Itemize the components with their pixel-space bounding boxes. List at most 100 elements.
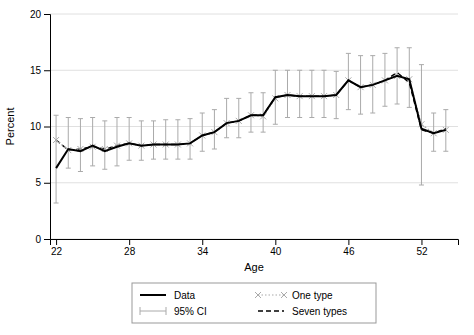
error-bar-cap <box>200 113 205 114</box>
error-bar-stem <box>165 120 166 159</box>
error-bar <box>200 113 205 151</box>
legend-item: Data <box>140 290 196 301</box>
error-bar-cap <box>102 120 107 121</box>
error-bar <box>175 120 180 159</box>
error-bar <box>90 118 95 166</box>
error-bar <box>236 98 241 137</box>
y-tick-mark <box>44 127 50 128</box>
y-tick-label: 0 <box>35 234 41 245</box>
x-tick-mark <box>275 239 276 245</box>
error-bar <box>151 121 156 159</box>
x-tick: 46 <box>343 239 355 257</box>
error-bar-cap <box>224 98 229 99</box>
error-bar-cap <box>285 117 290 118</box>
error-bar-cap <box>54 203 59 204</box>
error-bar <box>78 119 83 172</box>
error-bar <box>322 70 327 117</box>
error-bar-cap <box>382 106 387 107</box>
legend-swatch <box>258 294 284 295</box>
plot: 22283440465205101520AgePercentData95% CI… <box>4 9 459 323</box>
error-bar-stem <box>202 113 203 151</box>
error-bar-stem <box>129 118 130 161</box>
legend-swatch <box>140 307 141 315</box>
error-bar <box>407 48 412 108</box>
error-bar-cap <box>297 117 302 118</box>
x-axis-title: Age <box>244 261 264 273</box>
legend-item: Seven types <box>258 306 347 317</box>
error-bar-cap <box>273 124 278 125</box>
legend-label: 95% CI <box>174 306 207 317</box>
x-tick-label: 52 <box>416 246 428 257</box>
error-bar-cap <box>407 107 412 108</box>
error-bar-cap <box>285 70 290 71</box>
x-tick: 40 <box>270 239 282 257</box>
error-bar-cap <box>163 159 168 160</box>
error-bar-cap <box>443 109 448 110</box>
error-bar-cap <box>236 98 241 99</box>
y-axis-title: Percent <box>4 108 16 146</box>
error-bar-cap <box>297 70 302 71</box>
error-bar-cap <box>261 92 266 93</box>
y-tick: 10 <box>30 121 50 132</box>
error-bar-cap <box>90 117 95 118</box>
error-bar-stem <box>116 118 117 166</box>
error-bar-stem <box>104 121 105 169</box>
error-bar-cap <box>200 151 205 152</box>
error-bar-cap <box>261 132 266 133</box>
y-tick-label: 5 <box>35 177 41 188</box>
error-bar-stem <box>311 70 312 117</box>
grid-line <box>50 126 458 127</box>
error-bar-cap <box>358 114 363 115</box>
series-line <box>56 76 446 168</box>
legend-swatch <box>281 292 287 298</box>
error-bar <box>139 121 144 160</box>
series <box>56 73 446 151</box>
y-axis-line <box>44 15 51 240</box>
y-tick: 15 <box>30 65 50 76</box>
legend-swatch <box>140 311 166 312</box>
error-bar-cap <box>212 109 217 110</box>
series-line <box>56 73 446 151</box>
error-bar-cap <box>309 70 314 71</box>
error-bar <box>212 110 217 149</box>
error-bar-stem <box>80 119 81 172</box>
series <box>56 76 446 168</box>
y-tick: 20 <box>30 9 50 20</box>
error-bar-cap <box>443 151 448 152</box>
error-bar-cap <box>139 120 144 121</box>
y-tick-mark <box>44 70 50 71</box>
error-bar-cap <box>175 119 180 120</box>
error-bar-cap <box>127 160 132 161</box>
marks <box>53 48 449 203</box>
error-bar <box>248 93 253 132</box>
error-bar-cap <box>78 171 83 172</box>
error-bar-cap <box>102 169 107 170</box>
error-bar-cap <box>54 115 59 116</box>
error-bar-cap <box>248 92 253 93</box>
error-bar-stem <box>190 119 191 160</box>
error-bar-stem <box>299 70 300 117</box>
error-bar <box>127 118 132 161</box>
x-tick-mark <box>129 239 130 245</box>
error-bar-cap <box>309 117 314 118</box>
y-tick-label: 20 <box>30 9 42 20</box>
grid-line <box>50 14 458 15</box>
error-bar-stem <box>153 121 154 159</box>
x-tick-mark <box>421 239 422 245</box>
legend-label: Data <box>174 290 196 301</box>
error-bar-cap <box>114 165 119 166</box>
error-bar-cap <box>114 117 119 118</box>
legend: Data95% CIOne typeSeven types <box>132 283 376 323</box>
error-bar-cap <box>346 109 351 110</box>
error-bar-stem <box>177 120 178 159</box>
x-tick-mark <box>56 239 57 245</box>
series <box>53 73 449 153</box>
error-bar <box>297 70 302 117</box>
error-bar-cap <box>163 119 168 120</box>
error-bar-cap <box>334 71 339 72</box>
x-tick-mark <box>348 239 349 245</box>
legend-swatch <box>166 307 167 315</box>
error-bar <box>188 119 193 160</box>
error-bar-cap <box>431 113 436 114</box>
error-bar-cap <box>66 117 71 118</box>
